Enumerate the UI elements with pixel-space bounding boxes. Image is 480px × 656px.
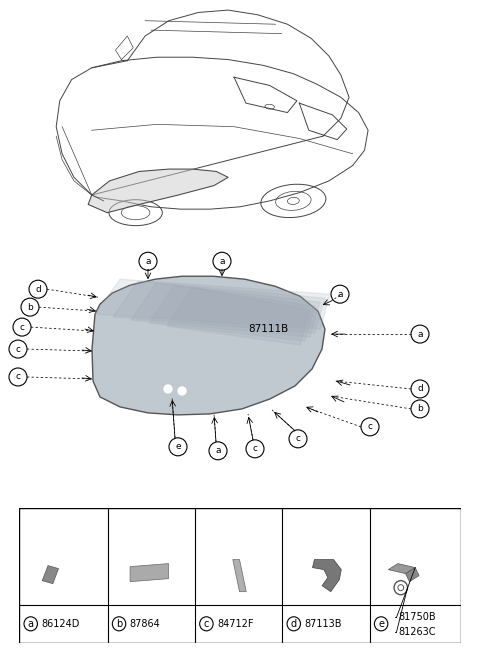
Text: 81263C: 81263C bbox=[398, 627, 436, 637]
Text: c: c bbox=[20, 323, 24, 331]
Circle shape bbox=[178, 387, 186, 395]
Text: 87864: 87864 bbox=[130, 619, 160, 629]
Polygon shape bbox=[92, 276, 325, 415]
Polygon shape bbox=[130, 564, 168, 582]
Text: c: c bbox=[204, 619, 209, 629]
Polygon shape bbox=[149, 285, 315, 341]
Polygon shape bbox=[131, 283, 320, 337]
Polygon shape bbox=[113, 281, 325, 333]
Circle shape bbox=[164, 385, 172, 393]
Polygon shape bbox=[312, 560, 341, 592]
Text: a: a bbox=[215, 446, 221, 455]
Polygon shape bbox=[388, 564, 415, 573]
Text: b: b bbox=[116, 619, 122, 629]
Text: 87111B: 87111B bbox=[248, 324, 288, 334]
Text: e: e bbox=[378, 619, 384, 629]
Text: a: a bbox=[219, 256, 225, 266]
Polygon shape bbox=[88, 169, 228, 213]
Text: c: c bbox=[15, 344, 21, 354]
Text: d: d bbox=[291, 619, 297, 629]
Polygon shape bbox=[167, 287, 310, 345]
Text: c: c bbox=[296, 434, 300, 443]
Text: d: d bbox=[417, 384, 423, 394]
Text: a: a bbox=[145, 256, 151, 266]
Text: 81750B: 81750B bbox=[398, 612, 436, 623]
Polygon shape bbox=[95, 279, 330, 329]
Text: 86124D: 86124D bbox=[41, 619, 80, 629]
Text: b: b bbox=[417, 404, 423, 413]
Polygon shape bbox=[406, 567, 419, 582]
Text: c: c bbox=[252, 444, 257, 453]
Polygon shape bbox=[233, 560, 246, 592]
Text: b: b bbox=[27, 302, 33, 312]
Text: a: a bbox=[417, 329, 423, 338]
Polygon shape bbox=[42, 565, 59, 584]
Text: e: e bbox=[175, 442, 181, 451]
Text: c: c bbox=[15, 373, 21, 382]
Text: c: c bbox=[368, 422, 372, 432]
Text: d: d bbox=[35, 285, 41, 294]
Text: 87113B: 87113B bbox=[304, 619, 342, 629]
Text: 84712F: 84712F bbox=[217, 619, 253, 629]
Text: a: a bbox=[28, 619, 34, 629]
Text: a: a bbox=[337, 290, 343, 298]
